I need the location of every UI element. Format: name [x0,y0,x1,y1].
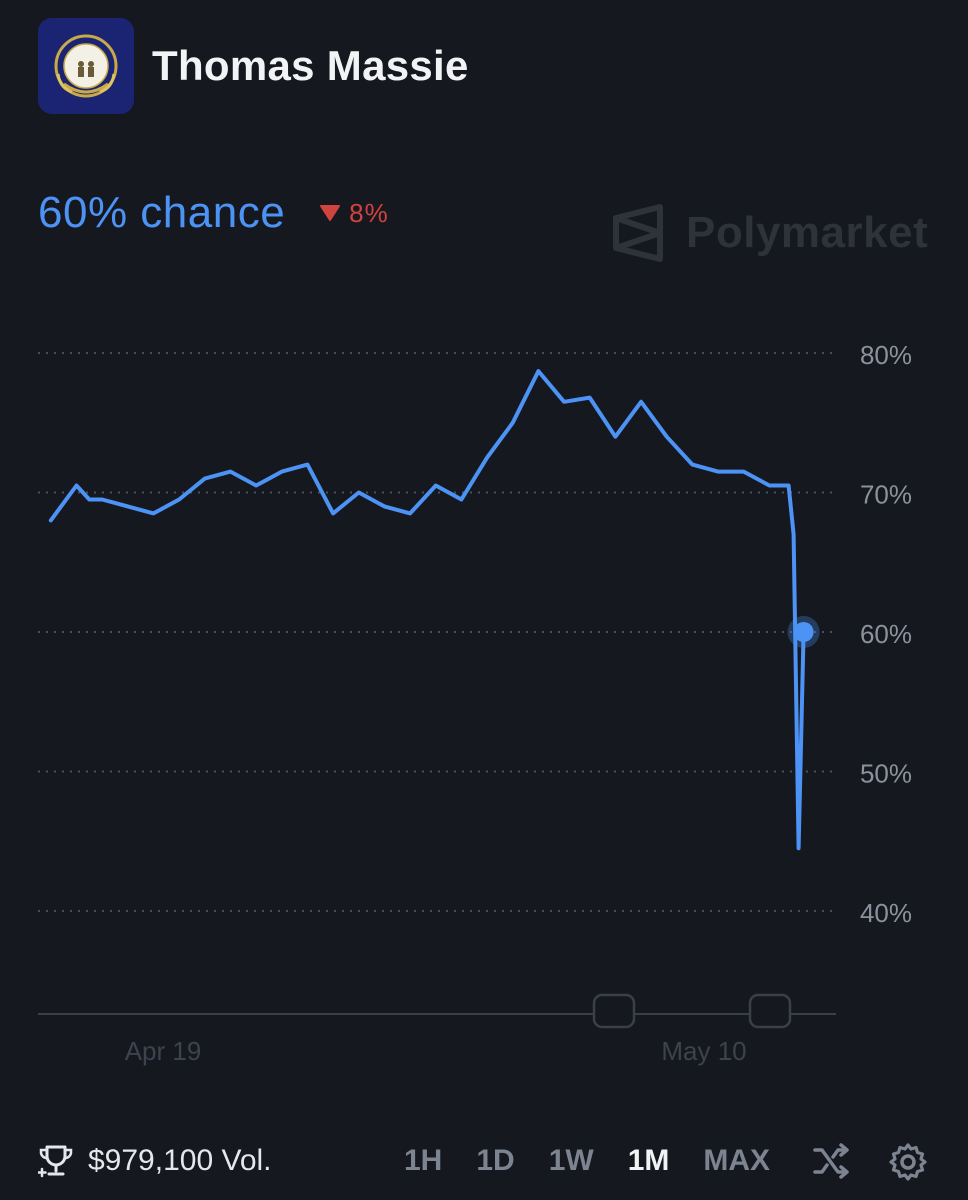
x-tick-label: May 10 [661,1036,746,1066]
time-range-selector: 1H 1D 1W 1M MAX [404,1144,804,1178]
range-button-1h[interactable]: 1H [404,1144,443,1177]
chart-footer: $979,100 Vol. 1H 1D 1W 1M MAX [0,1130,968,1200]
range-button-1d[interactable]: 1D [476,1144,515,1177]
x-tick-label: Apr 19 [125,1036,202,1066]
gear-icon [889,1143,927,1181]
shuffle-icon [813,1143,849,1179]
range-button-1w[interactable]: 1W [548,1144,594,1177]
y-tick-label: 50% [860,759,912,789]
current-point [793,622,814,642]
y-tick-label: 40% [860,898,912,928]
volume-label: $979,100 Vol. [88,1144,272,1177]
market-title: Thomas Massie [152,42,469,89]
volume-info: $979,100 Vol. [38,1144,272,1178]
kentucky-seal-icon [38,18,134,114]
range-drag-handle[interactable] [592,993,636,1029]
change-label: 8% [349,197,389,228]
settings-button[interactable] [888,1142,928,1187]
watermark-text: Polymarket [686,208,929,257]
trophy-icon [38,1145,73,1178]
chance-label: 60% chance [38,188,286,237]
polymarket-watermark: Polymarket [612,204,928,262]
shuffle-button[interactable] [812,1142,850,1185]
change-badge: 8% [319,198,389,229]
market-header: Thomas Massie [38,18,469,114]
range-button-1m[interactable]: 1M [627,1144,670,1177]
y-tick-label: 70% [860,480,912,510]
y-tick-label: 80% [860,340,912,370]
range-drag-handle[interactable] [748,993,792,1029]
series-line [48,369,806,851]
polymarket-logo-icon [613,204,663,262]
price-chart[interactable]: 80% 70% 60% 50% 40% Apr 19 May 10 [0,320,968,1080]
chance-summary: 60% chance 8% [38,188,389,238]
y-tick-label: 60% [860,619,912,649]
range-button-max[interactable]: MAX [703,1144,771,1177]
down-triangle-icon [320,205,341,221]
